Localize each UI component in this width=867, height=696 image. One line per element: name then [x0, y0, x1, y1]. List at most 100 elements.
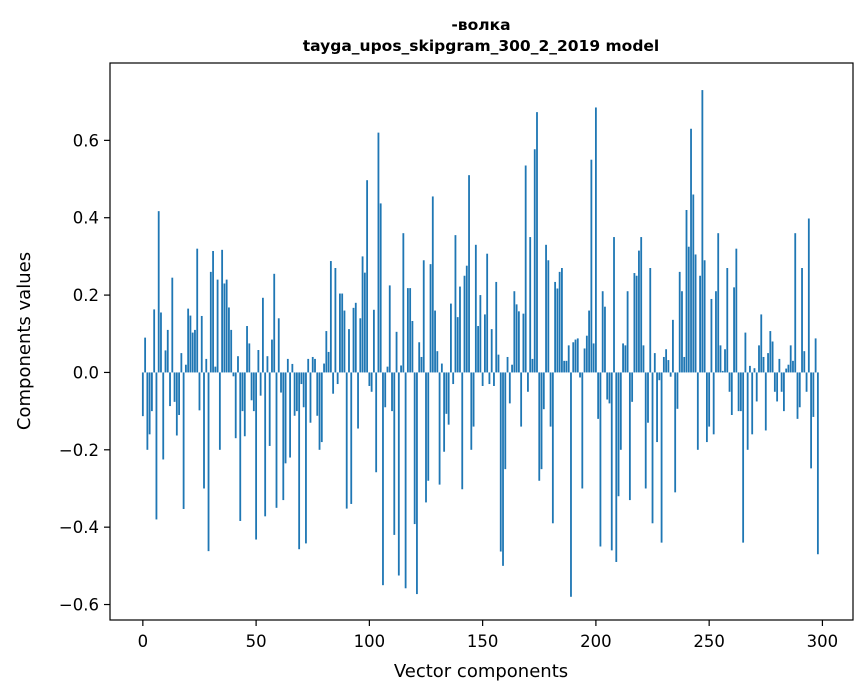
bar: [524, 165, 527, 373]
bar: [574, 339, 577, 373]
bar: [488, 372, 491, 385]
bar: [658, 372, 661, 381]
bar: [504, 372, 507, 470]
bar: [694, 254, 697, 373]
bar: [456, 317, 459, 373]
bar: [803, 351, 806, 373]
y-tick-label: 0.0: [73, 363, 99, 382]
bar: [669, 372, 672, 377]
bar: [314, 358, 316, 373]
bar: [189, 315, 192, 373]
bar: [531, 358, 534, 373]
bar: [773, 372, 776, 392]
bar: [146, 372, 149, 450]
bar: [683, 356, 686, 373]
bar: [717, 233, 720, 373]
bar: [144, 337, 147, 373]
x-tick-label: 50: [246, 632, 267, 651]
bar: [701, 90, 704, 373]
bar: [490, 329, 493, 373]
bar: [425, 372, 427, 503]
bar: [248, 343, 251, 373]
bar: [755, 372, 758, 402]
bar: [633, 273, 636, 373]
bar: [384, 372, 387, 408]
bar: [422, 260, 425, 373]
x-tick-label: 200: [580, 632, 612, 651]
bar: [628, 372, 631, 501]
bar: [640, 237, 643, 373]
bar: [363, 272, 366, 373]
bar: [479, 295, 482, 373]
bar: [486, 253, 489, 373]
bar: [318, 372, 321, 450]
bar: [483, 314, 486, 373]
bar: [459, 286, 461, 373]
bar: [647, 372, 649, 423]
bar: [262, 297, 264, 373]
bar: [203, 372, 205, 489]
bar: [597, 372, 600, 419]
bar: [608, 372, 611, 404]
bar: [617, 372, 620, 497]
bar: [402, 233, 405, 373]
bar: [572, 342, 575, 373]
bar: [295, 372, 298, 412]
bar: [590, 159, 593, 373]
bar: [379, 203, 382, 373]
bar: [259, 372, 262, 396]
bar: [515, 304, 518, 373]
bar: [477, 326, 480, 373]
bar: [305, 372, 307, 544]
bar: [180, 353, 183, 373]
bar: [461, 372, 464, 490]
bar: [463, 275, 466, 373]
bar: [178, 372, 180, 415]
bar: [692, 194, 695, 373]
bar: [343, 310, 346, 373]
bar: [703, 260, 706, 373]
bar: [468, 175, 470, 373]
plot-frame: [109, 62, 854, 621]
bar: [728, 372, 731, 392]
bar: [810, 372, 812, 469]
bar: [787, 364, 790, 373]
bar: [495, 281, 498, 373]
bar: [796, 372, 799, 419]
bar: [758, 345, 760, 373]
bar: [336, 372, 339, 385]
bar: [705, 372, 708, 443]
bar: [329, 261, 332, 373]
bar: [275, 372, 278, 508]
bar: [565, 360, 568, 373]
bar: [481, 372, 484, 386]
bar: [794, 233, 797, 373]
bar: [814, 338, 817, 373]
bar: [502, 372, 504, 566]
bar: [672, 319, 674, 373]
bar: [762, 356, 765, 373]
bar: [656, 372, 658, 443]
bar: [626, 291, 629, 373]
bar: [257, 350, 260, 373]
bar: [196, 248, 199, 373]
bar: [431, 196, 434, 373]
bar: [812, 372, 815, 417]
bar: [644, 372, 647, 489]
bar: [436, 351, 439, 373]
bar-series: [141, 90, 819, 597]
bar: [234, 372, 237, 439]
bar: [327, 351, 330, 373]
bar: [175, 372, 178, 436]
bar: [230, 329, 233, 373]
bar: [737, 372, 740, 412]
bar: [558, 271, 561, 373]
bar: [198, 372, 201, 411]
bar: [391, 372, 393, 412]
bar: [368, 372, 371, 386]
bar: [409, 288, 412, 373]
bar: [547, 260, 550, 373]
x-tick-label: 250: [693, 632, 725, 651]
bar: [268, 372, 271, 446]
bar: [665, 349, 668, 373]
